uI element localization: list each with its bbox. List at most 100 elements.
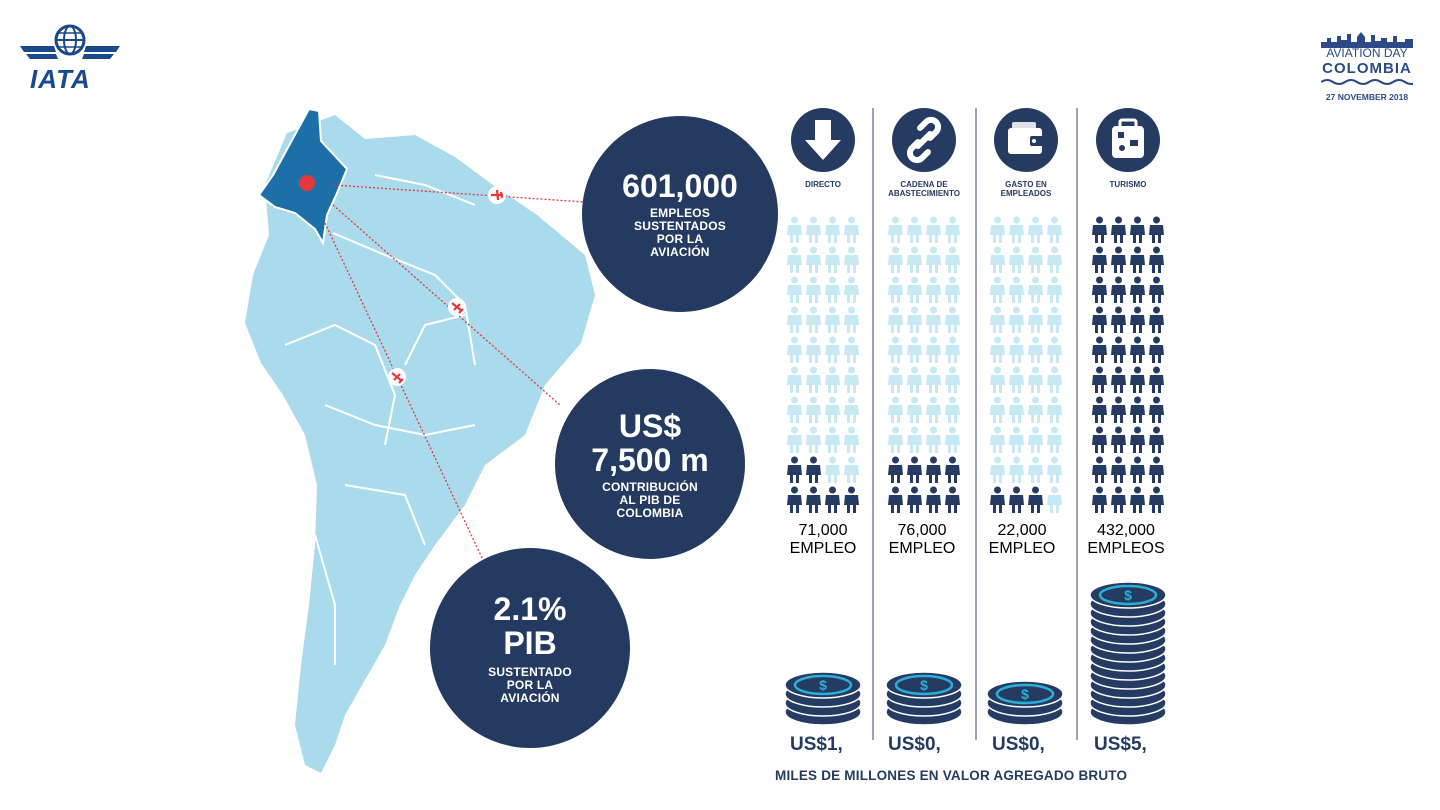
person-faded-icon (1009, 336, 1024, 363)
person-faded-icon (1009, 426, 1024, 453)
person-filled-icon (1092, 456, 1107, 483)
gdp-caption: CONTRIBUCIÓN AL PIB DE COLOMBIA (602, 479, 698, 520)
south-america-map (245, 107, 595, 773)
person-faded-icon (990, 426, 1005, 453)
person-filled-icon (787, 456, 802, 483)
people-row (1091, 486, 1171, 516)
person-faded-icon (825, 276, 840, 303)
person-faded-icon (888, 426, 903, 453)
dollar-coin-icon: $ (1098, 584, 1158, 606)
svg-text:$: $ (920, 677, 928, 693)
column-cadena: CADENA DE ABASTECIMIENTO (878, 108, 970, 200)
people-row (989, 216, 1069, 246)
person-faded-icon (1028, 276, 1043, 303)
jobs-count-block: 76,000 EMPLEO (876, 522, 968, 558)
person-faded-icon (825, 366, 840, 393)
people-row (887, 426, 967, 456)
person-faded-icon (1047, 246, 1062, 273)
person-filled-icon (1130, 396, 1145, 423)
person-filled-icon (1092, 336, 1107, 363)
jobs-count-block: 432,000 EMPLEOS (1080, 522, 1172, 558)
person-faded-icon (926, 216, 941, 243)
svg-text:$: $ (819, 677, 827, 693)
person-filled-icon (1092, 486, 1107, 513)
person-faded-icon (1028, 396, 1043, 423)
person-faded-icon (990, 246, 1005, 273)
person-filled-icon (806, 456, 821, 483)
person-faded-icon (787, 396, 802, 423)
gdp-share-circle: 2.1% PIB SUSTENTADO POR LA AVIACIÓN (430, 548, 630, 748)
person-filled-icon (1130, 216, 1145, 243)
people-row (786, 486, 866, 516)
person-faded-icon (844, 306, 859, 333)
people-row (887, 366, 967, 396)
person-faded-icon (806, 366, 821, 393)
person-faded-icon (990, 276, 1005, 303)
column-divider (1076, 108, 1078, 740)
gva-value: US$5, (1094, 734, 1147, 755)
person-faded-icon (945, 246, 960, 273)
person-faded-icon (945, 216, 960, 243)
gva-value: US$0, (992, 734, 1045, 755)
person-faded-icon (825, 336, 840, 363)
person-faded-icon (1009, 276, 1024, 303)
coin-stack: $ (885, 671, 963, 726)
person-faded-icon (1047, 456, 1062, 483)
person-faded-icon (787, 366, 802, 393)
people-row (887, 336, 967, 366)
person-filled-icon (926, 456, 941, 483)
person-faded-icon (844, 426, 859, 453)
people-row (786, 246, 866, 276)
person-faded-icon (907, 276, 922, 303)
person-faded-icon (926, 306, 941, 333)
people-row (887, 246, 967, 276)
person-filled-icon (1130, 306, 1145, 333)
person-faded-icon (787, 306, 802, 333)
person-faded-icon (1009, 246, 1024, 273)
person-faded-icon (926, 396, 941, 423)
south-america-shape (245, 115, 595, 773)
person-faded-icon (926, 276, 941, 303)
people-row (887, 276, 967, 306)
person-faded-icon (844, 216, 859, 243)
person-faded-icon (990, 396, 1005, 423)
person-faded-icon (945, 426, 960, 453)
jobs-count-block: 22,000 EMPLEO (976, 522, 1068, 558)
person-faded-icon (825, 306, 840, 333)
airplane-icon (448, 298, 466, 316)
person-filled-icon (1092, 306, 1107, 333)
person-filled-icon (1149, 396, 1164, 423)
person-filled-icon (1092, 426, 1107, 453)
column-label: CADENA DE ABASTECIMIENTO (888, 180, 960, 198)
person-filled-icon (1092, 216, 1107, 243)
person-filled-icon (1028, 486, 1043, 513)
person-filled-icon (1149, 276, 1164, 303)
people-row (989, 246, 1069, 276)
people-grid (887, 216, 967, 516)
people-row (989, 426, 1069, 456)
iata-wordmark: IATA (30, 64, 91, 94)
person-faded-icon (1047, 306, 1062, 333)
person-filled-icon (1111, 456, 1126, 483)
person-filled-icon (1149, 426, 1164, 453)
svg-text:$: $ (1021, 686, 1029, 702)
person-faded-icon (907, 426, 922, 453)
person-filled-icon (1111, 336, 1126, 363)
people-row (1091, 366, 1171, 396)
person-filled-icon (1149, 366, 1164, 393)
column-turismo: TURISMO (1082, 108, 1174, 200)
person-filled-icon (806, 486, 821, 513)
person-faded-icon (787, 246, 802, 273)
person-filled-icon (1111, 366, 1126, 393)
jobs-count-label: EMPLEO (789, 540, 857, 557)
dollar-coin-icon: $ (995, 683, 1055, 705)
jobs-total: 601,000 (622, 168, 738, 204)
person-filled-icon (1092, 396, 1107, 423)
person-faded-icon (806, 306, 821, 333)
person-faded-icon (888, 336, 903, 363)
people-row (989, 306, 1069, 336)
person-faded-icon (907, 306, 922, 333)
person-filled-icon (1149, 306, 1164, 333)
person-faded-icon (1028, 336, 1043, 363)
person-faded-icon (1047, 426, 1062, 453)
